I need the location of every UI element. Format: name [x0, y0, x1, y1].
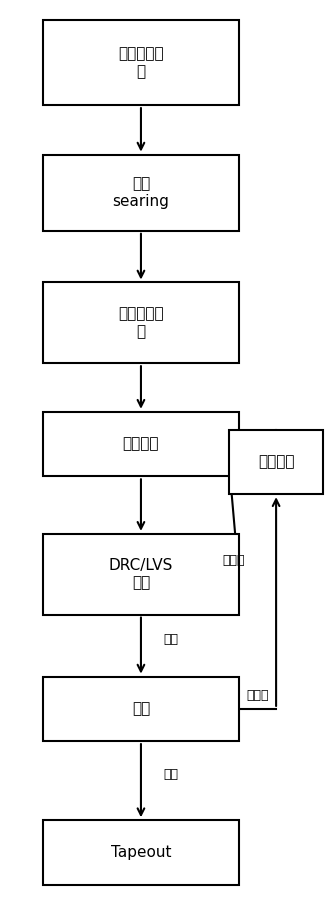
Text: 修改错误: 修改错误 [258, 455, 294, 469]
Text: Tapeout: Tapeout [111, 845, 171, 860]
Bar [43, 155, 239, 231]
Text: 不通过: 不通过 [246, 689, 269, 701]
Bar [229, 429, 323, 495]
Text: 后仿: 后仿 [132, 701, 150, 717]
Text: DRC/LVS
验证: DRC/LVS 验证 [109, 558, 173, 591]
Text: 不通过: 不通过 [222, 554, 245, 567]
Bar [43, 677, 239, 741]
Text: 规划模块位
置: 规划模块位 置 [118, 306, 164, 339]
Text: 通过: 通过 [164, 632, 179, 646]
Text: 布局画图: 布局画图 [123, 437, 159, 451]
Bar [43, 20, 239, 105]
Bar [43, 534, 239, 614]
Bar [43, 411, 239, 477]
Text: 通过: 通过 [164, 767, 179, 781]
Bar [43, 820, 239, 885]
Text: 确定芯片面
积: 确定芯片面 积 [118, 46, 164, 79]
Bar [43, 283, 239, 363]
Text: 确定
searing: 确定 searing [113, 177, 169, 209]
